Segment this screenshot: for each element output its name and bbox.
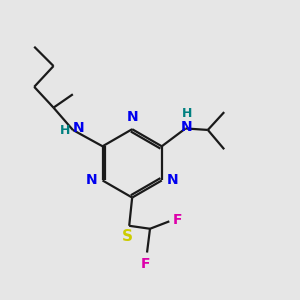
Text: N: N	[72, 122, 84, 136]
Text: S: S	[122, 230, 133, 244]
Text: H: H	[182, 107, 192, 120]
Text: H: H	[60, 124, 70, 137]
Text: N: N	[167, 173, 179, 188]
Text: F: F	[173, 213, 182, 227]
Text: N: N	[85, 173, 97, 188]
Text: N: N	[181, 120, 193, 134]
Text: N: N	[126, 110, 138, 124]
Text: F: F	[141, 257, 150, 271]
